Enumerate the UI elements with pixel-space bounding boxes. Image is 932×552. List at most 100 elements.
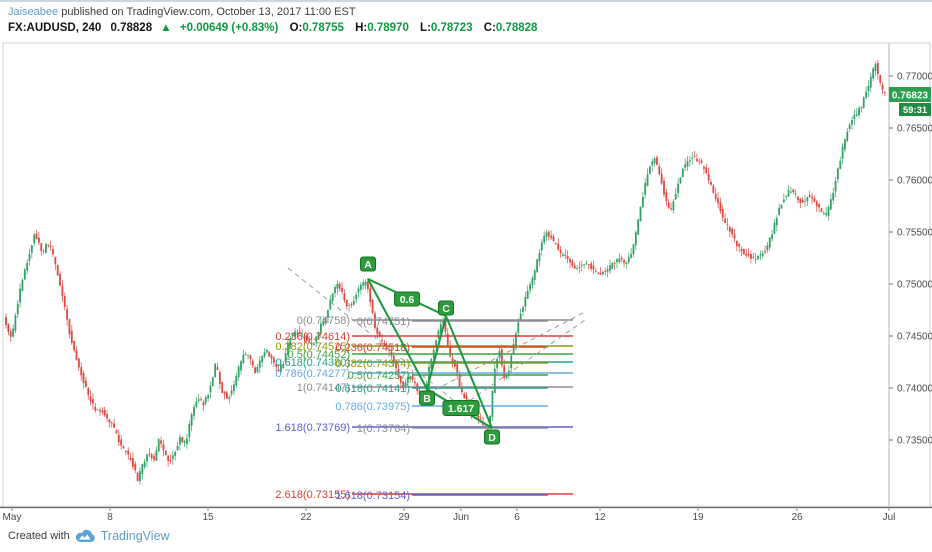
candle-body: [557, 243, 560, 250]
candle-body: [124, 450, 127, 452]
candle-body: [750, 254, 752, 259]
candle-body: [665, 192, 668, 202]
candle-body: [526, 290, 529, 299]
candle-body: [162, 444, 165, 451]
time-axis[interactable]: May 8 15 22 29 Jun 6 12 19 26 Jul: [3, 507, 896, 523]
candle-body: [757, 256, 759, 259]
pattern-badge-label: 0.6: [400, 294, 415, 306]
candle-body: [376, 327, 379, 334]
time-tick-label: May: [3, 512, 22, 523]
candle-body: [597, 273, 600, 274]
candle-body: [444, 317, 447, 332]
candle-body: [369, 288, 372, 303]
candle-body: [251, 360, 254, 366]
candle-body: [336, 283, 339, 289]
candle-body: [235, 375, 238, 386]
candle-body: [707, 173, 710, 181]
candle-body: [435, 340, 437, 348]
candle-body: [590, 263, 593, 269]
pattern-badge-1.617[interactable]: [442, 400, 480, 416]
candle-body: [312, 343, 315, 346]
pattern-line-CD[interactable]: [445, 315, 493, 429]
pattern-badge-0.6[interactable]: [394, 291, 420, 307]
symbol-price: 0.78828: [110, 22, 153, 34]
candle-body: [533, 270, 536, 280]
candle-body: [644, 182, 647, 195]
candle-body: [728, 226, 731, 232]
candle-body: [148, 453, 151, 455]
pattern-badge-label: A: [364, 259, 372, 271]
candle-body: [641, 196, 644, 208]
candle-body: [167, 455, 170, 461]
candle-body: [406, 376, 409, 384]
candle-body: [298, 331, 301, 334]
pattern-line-AB[interactable]: [367, 278, 428, 390]
symbol-name[interactable]: FX:AUDUSD, 240: [8, 22, 102, 34]
candle-body: [491, 391, 494, 417]
candle-body: [226, 392, 228, 399]
candle-body: [693, 156, 696, 158]
candle-body: [341, 287, 343, 292]
candle-body: [320, 323, 322, 333]
candle-body: [411, 375, 414, 380]
fib-retracement-secondary[interactable]: 0(0.74751)0.236(0.74518)0.382(0.74374)0.…: [335, 316, 548, 502]
candle-body: [651, 161, 654, 166]
candle-body: [606, 269, 609, 272]
candle-body: [853, 115, 856, 120]
author-link[interactable]: Jaiseabee: [8, 6, 59, 18]
candle-body: [54, 256, 57, 265]
candle-body: [815, 201, 818, 207]
candle-body: [12, 328, 14, 337]
fib-level-label: 0(0.74758): [297, 315, 350, 327]
candle-body: [343, 293, 346, 301]
candle-body: [270, 355, 273, 359]
candle-body: [754, 258, 757, 260]
ohlc-open: O:0.78755: [289, 22, 344, 34]
candle-body: [740, 248, 743, 252]
candle-body: [273, 357, 275, 363]
price-axis[interactable]: 0.77000 0.76500 0.76000 0.75500 0.75000 0.745…: [889, 72, 932, 447]
candle-body: [806, 197, 809, 202]
price-tick-label: 0.73500: [897, 436, 932, 447]
candle-body: [117, 434, 120, 443]
candle-body: [68, 319, 71, 335]
dashed-trendline[interactable]: [426, 312, 584, 395]
candle-body: [284, 353, 287, 362]
candle-body: [825, 213, 828, 216]
candle-body: [414, 381, 416, 384]
abcd-pattern[interactable]: A B C D 0.6 1.617: [360, 256, 500, 445]
candle-body: [75, 350, 78, 360]
candle-body: [265, 349, 268, 353]
candle-body: [879, 75, 882, 83]
dashed-trendline[interactable]: [454, 319, 586, 412]
pattern-badge-C[interactable]: [438, 300, 454, 316]
price-tick-label: 0.77000: [897, 72, 932, 83]
candle-body: [684, 164, 687, 168]
candle-body: [310, 342, 313, 345]
candle-body: [517, 322, 520, 333]
candle-body: [56, 265, 59, 276]
candle-body: [200, 399, 202, 401]
candle-body: [865, 91, 867, 98]
candle-body: [120, 439, 123, 446]
candle-body: [183, 441, 186, 443]
fib-retracement-primary[interactable]: 0(0.74758)0.236(0.74614)0.382(0.74525)0.…: [275, 315, 573, 501]
candle-body: [136, 472, 139, 482]
pattern-badge-D[interactable]: [484, 429, 500, 445]
fib-level-label: 0(0.74751): [357, 316, 410, 328]
pattern-line-BC[interactable]: [426, 315, 447, 390]
candle-body: [630, 254, 632, 258]
candle-body: [49, 246, 52, 247]
candle-body: [352, 301, 355, 305]
candle-body: [134, 463, 137, 471]
pattern-badge-A[interactable]: [360, 256, 376, 272]
candle-body: [442, 320, 444, 324]
candle-body: [653, 158, 656, 164]
tradingview-link[interactable]: TradingView: [100, 529, 170, 543]
candle-body: [115, 430, 118, 434]
candle-body: [585, 262, 588, 264]
candle-body: [766, 245, 769, 251]
pattern-badge-B[interactable]: [419, 390, 435, 406]
ohlc-low: L:0.78723: [420, 22, 473, 34]
